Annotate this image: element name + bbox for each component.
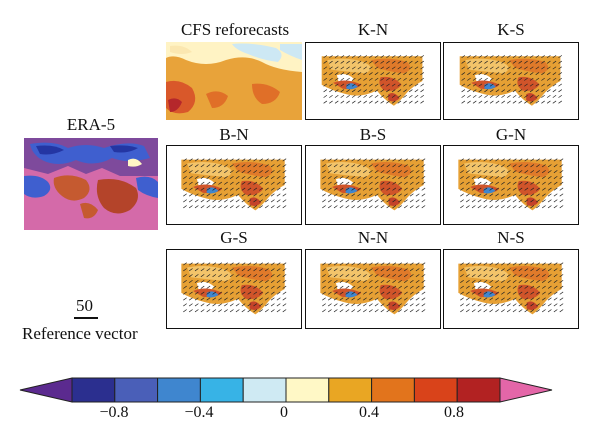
reference-vector-line: [74, 317, 98, 319]
panel-bs: [305, 145, 441, 225]
panel-nn-map: [318, 259, 426, 315]
panel-ns: [443, 249, 579, 329]
colorbar-tick-04: 0.4: [359, 404, 379, 421]
title-gn: G-N: [495, 125, 527, 144]
cfs-map: [166, 42, 302, 120]
title-bs: B-S: [359, 125, 387, 144]
panel-bs-map: [318, 155, 426, 211]
colorbar-tick-neg08: −0.8: [99, 404, 129, 421]
panel-nn: [305, 249, 441, 329]
panel-ks-map: [457, 52, 563, 106]
panel-gn: [443, 145, 579, 225]
title-ks: K-S: [497, 20, 525, 39]
title-cfs: CFS reforecasts: [180, 20, 290, 39]
title-gs: G-S: [220, 228, 248, 247]
title-ns: N-S: [497, 228, 525, 247]
colorbar-tick-08: 0.8: [444, 404, 464, 421]
panel-bn: [166, 145, 302, 225]
panel-ns-map: [456, 259, 564, 315]
panel-kn: [305, 42, 441, 120]
panel-bn-map: [179, 155, 287, 211]
panel-kn-map: [319, 52, 425, 106]
colorbar-tick-neg04: −0.4: [184, 404, 214, 421]
title-nn: N-N: [357, 228, 389, 247]
colorbar-tick-0: 0: [280, 404, 288, 421]
reference-value: 50: [76, 296, 93, 315]
era5-map: [24, 138, 158, 230]
panel-gs: [166, 249, 302, 329]
panel-ks: [443, 42, 579, 120]
title-kn: K-N: [357, 20, 389, 39]
reference-label: Reference vector: [22, 324, 138, 343]
panel-gs-map: [179, 259, 287, 315]
title-bn: B-N: [219, 125, 249, 144]
panel-gn-map: [456, 155, 564, 211]
title-era5: ERA-5: [66, 115, 116, 134]
